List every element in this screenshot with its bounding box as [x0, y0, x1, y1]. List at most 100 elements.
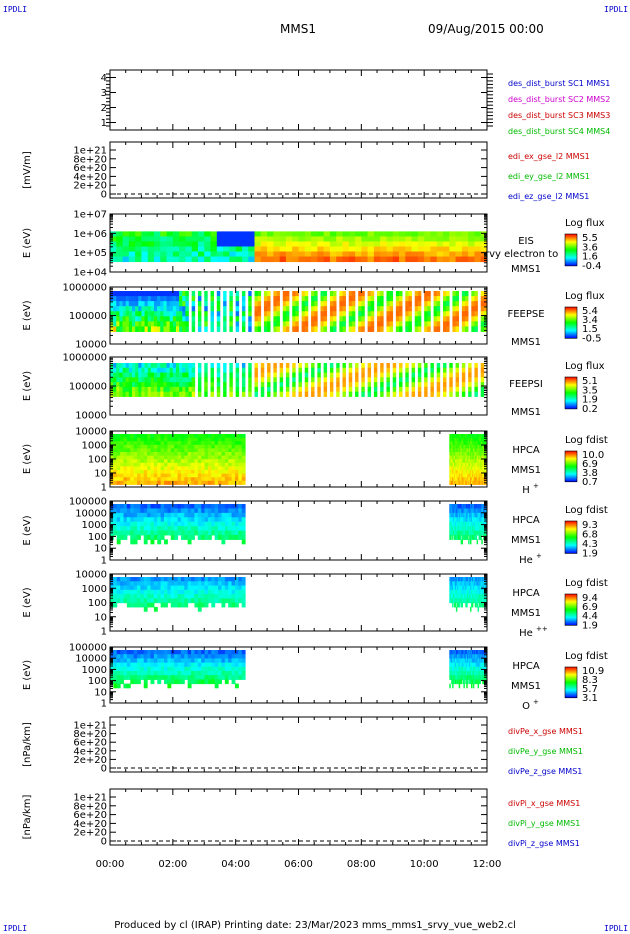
- feepsi-spectrogram-cell: [204, 363, 208, 369]
- eis-spectrogram-cell: [405, 236, 413, 242]
- feepse-spectrogram-cell: [408, 301, 412, 307]
- eis-spectrogram-cell: [323, 246, 331, 253]
- hpca-he1-spectrogram-cell: [113, 504, 118, 509]
- hpca-he1-spectrogram-cell: [130, 504, 135, 509]
- hpca-h-spectrogram-cell: [130, 444, 135, 449]
- eis-spectrogram-cell: [260, 231, 268, 237]
- hpca-he2-spectrogram-cell: [469, 589, 471, 595]
- hpca-he1-spectrogram-cell: [451, 530, 453, 536]
- feepse-spectrogram-cell: [150, 306, 155, 312]
- hpca-h-spectrogram-cell: [464, 473, 466, 478]
- hpca-h-spectrogram-cell: [170, 441, 175, 446]
- hpca-o-spectrogram-cell: [123, 666, 128, 672]
- hpca-h-spectrogram-cell: [458, 455, 461, 460]
- colorbar-title: Log fdist: [565, 505, 608, 516]
- hpca-h-spectrogram-cell: [452, 455, 454, 460]
- hpca-he1-spectrogram-cell: [150, 539, 155, 545]
- hpca-h-spectrogram-cell: [120, 448, 125, 453]
- feepse-spectrogram-cell: [241, 306, 246, 312]
- hpca-he2-spectrogram-cell: [458, 594, 461, 599]
- hpca-he1-spectrogram-cell: [465, 521, 467, 527]
- hpca-he1-spectrogram-cell: [207, 517, 212, 523]
- feepsi-spectrogram-cell: [241, 367, 246, 374]
- colorbar-tick-label: 3.6: [582, 242, 598, 253]
- feepse-spectrogram-cell: [210, 321, 214, 327]
- hpca-h-spectrogram-cell: [479, 444, 481, 449]
- feepse-spectrogram-cell: [465, 326, 469, 332]
- feepsi-spectrogram-cell: [138, 386, 142, 393]
- feepsi-spectrogram-cell: [175, 363, 180, 369]
- hpca-h-spectrogram-cell: [454, 434, 456, 439]
- feepse-spectrogram-cell: [314, 316, 318, 322]
- feepsi-spectrogram-cell: [182, 382, 186, 388]
- hpca-h-spectrogram-cell: [194, 477, 199, 482]
- feepse-spectrogram-cell: [427, 306, 431, 312]
- hpca-he1-spectrogram-cell: [457, 530, 460, 536]
- feepse-spectrogram-cell: [273, 306, 277, 312]
- feepse-spectrogram-cell: [348, 326, 353, 332]
- eis-spectrogram-cell: [424, 231, 431, 237]
- hpca-h-spectrogram-cell: [482, 477, 484, 482]
- hpca-he2-spectrogram-cell: [126, 598, 131, 604]
- hpca-he1-spectrogram-cell: [460, 517, 463, 523]
- hpca-h-spectrogram-cell: [459, 480, 462, 485]
- hpca-he2-spectrogram-cell: [470, 577, 473, 582]
- feepsi-spectrogram-cell: [480, 391, 485, 397]
- hpca-he2-spectrogram-cell: [471, 594, 474, 599]
- hpca-h-spectrogram-cell: [450, 459, 452, 464]
- hpca-h-spectrogram-cell: [475, 480, 478, 485]
- hpca-o-spectrogram-cell: [116, 654, 121, 659]
- hpca-he2-spectrogram-cell: [160, 589, 165, 595]
- hpca-he2-spectrogram-cell: [164, 598, 168, 604]
- hpca-o-spectrogram-cell: [194, 654, 199, 659]
- eis-spectrogram-cell: [311, 231, 318, 237]
- feepsi-spectrogram-cell: [150, 386, 155, 393]
- hpca-h-spectrogram-cell: [137, 441, 141, 446]
- feepse-spectrogram-cell: [175, 321, 180, 327]
- species-label: He: [519, 555, 533, 566]
- hpca-h-spectrogram-cell: [457, 452, 460, 457]
- hpca-h-spectrogram-cell: [465, 441, 467, 446]
- hpca-he1-spectrogram-cell: [211, 521, 216, 527]
- hpca-h-spectrogram-cell: [474, 462, 477, 467]
- hpca-h-spectrogram-cell: [140, 455, 145, 460]
- hpca-he1-spectrogram-cell: [473, 517, 476, 523]
- feepsi-spectrogram-cell: [138, 391, 142, 397]
- feepse-spectrogram-cell: [229, 301, 233, 307]
- hpca-h-spectrogram-cell: [224, 473, 229, 478]
- eis-spectrogram-cell: [405, 251, 413, 258]
- species-label: He: [519, 628, 533, 639]
- hpca-he2-spectrogram-cell: [481, 581, 483, 587]
- hpca-h-spectrogram-cell: [177, 441, 182, 446]
- hpca-h-spectrogram-cell: [174, 448, 179, 453]
- hpca-h-spectrogram-cell: [180, 459, 185, 464]
- eis-spectrogram-cell: [235, 236, 243, 242]
- hpca-h-spectrogram-cell: [130, 470, 135, 475]
- hpca-he1-spectrogram-cell: [475, 526, 478, 532]
- feepsi-spectrogram-cell: [430, 382, 434, 388]
- feepse-spectrogram-cell: [131, 326, 136, 332]
- hpca-h-spectrogram-cell: [465, 459, 467, 464]
- hpca-h-spectrogram-cell: [238, 437, 243, 442]
- hpca-o-spectrogram-cell: [133, 666, 138, 672]
- hpca-h-spectrogram-cell: [126, 455, 131, 460]
- hpca-h-spectrogram-cell: [113, 477, 118, 482]
- hpca-he1-spectrogram-cell: [463, 508, 465, 514]
- hpca-h-spectrogram-cell: [471, 455, 474, 460]
- hpca-h-spectrogram-cell: [482, 452, 484, 457]
- hpca-h-spectrogram-cell: [455, 452, 458, 457]
- feepsi-spectrogram-cell: [229, 367, 233, 374]
- hpca-he1-spectrogram-cell: [459, 534, 462, 540]
- hpca-h-spectrogram-cell: [458, 480, 461, 485]
- colorbar: [564, 520, 578, 554]
- hpca-he1-spectrogram-cell: [458, 517, 461, 523]
- hpca-he2-spectrogram-cell: [197, 602, 202, 608]
- y-tick-label: 10000: [75, 340, 107, 351]
- hpca-he2-spectrogram-cell: [482, 594, 484, 599]
- hpca-he1-spectrogram-cell: [143, 539, 148, 545]
- feepsi-spectrogram-cell: [417, 372, 422, 378]
- hpca-h-spectrogram-cell: [464, 441, 466, 446]
- hpca-h-spectrogram-cell: [463, 434, 465, 439]
- eis-spectrogram-cell: [380, 236, 387, 242]
- hpca-he1-spectrogram-cell: [194, 530, 199, 536]
